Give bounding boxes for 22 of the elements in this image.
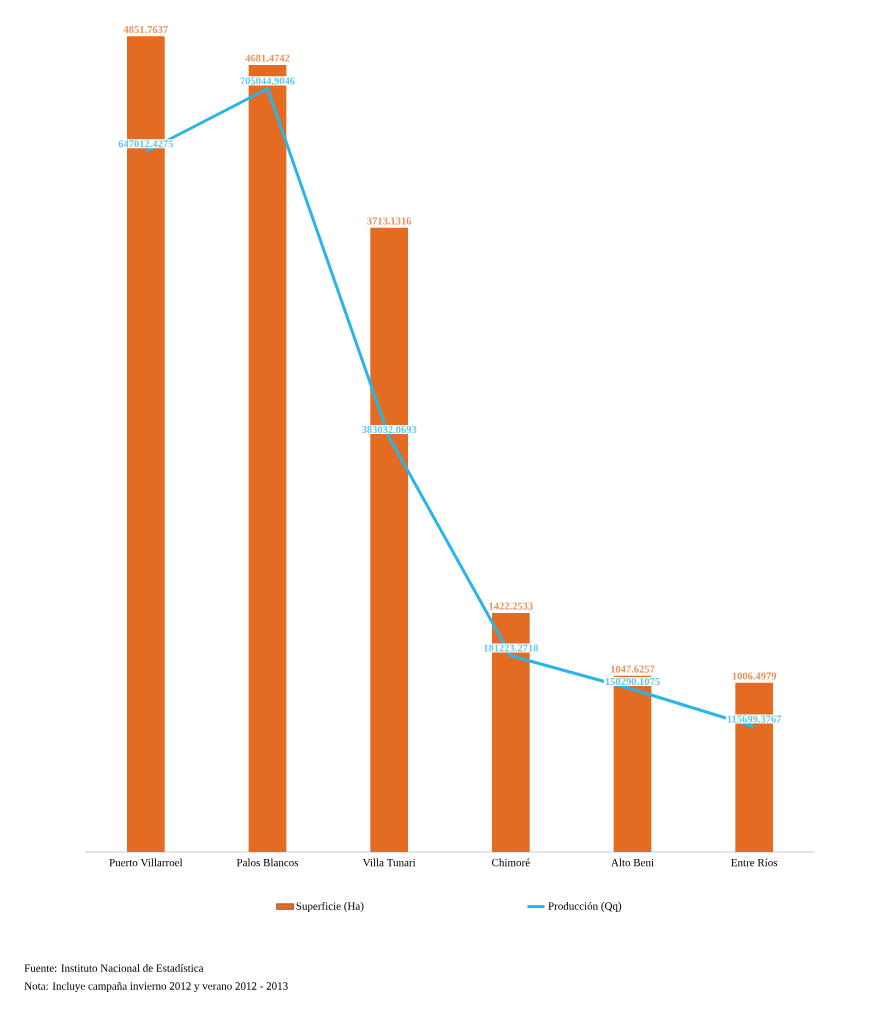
data-label: 4681.4742 — [245, 54, 290, 62]
data-label: 1047.6257 — [611, 665, 655, 673]
x-tick-label: Entre Ríos — [731, 858, 778, 867]
data-label: 705044.9046 — [240, 77, 295, 85]
data-label: 383032.0693 — [362, 425, 417, 434]
data-label: 647012.4275 — [118, 140, 174, 148]
legend-label: Superficie (Ha) — [296, 901, 364, 913]
data-label: 4851.7637 — [123, 25, 168, 34]
data-label: 1006.4979 — [732, 672, 777, 680]
x-tick-label: Puerto Villarroel — [109, 858, 183, 867]
data-label: 115699.3767 — [727, 715, 782, 723]
data-label: 1422.2533 — [489, 602, 533, 610]
data-label: 3713.1316 — [367, 217, 412, 225]
text: Nota: Incluye campaña invierno 2012 y verano 2012 - 2013 — [24, 982, 288, 992]
x-tick-label: Chimoré — [492, 858, 530, 867]
data-label: 181223.2718 — [484, 644, 539, 652]
legend-label: Producción (Qq) — [548, 902, 622, 912]
x-tick-label: Villa Tunari — [362, 858, 416, 867]
x-tick-label: Alto Beni — [611, 858, 654, 867]
data-label: 150290.1075 — [605, 677, 660, 686]
source-note: Fuente: Instituto Nacional de Estadística — [24, 964, 204, 972]
x-tick-label: Palos Blancos — [236, 858, 299, 867]
